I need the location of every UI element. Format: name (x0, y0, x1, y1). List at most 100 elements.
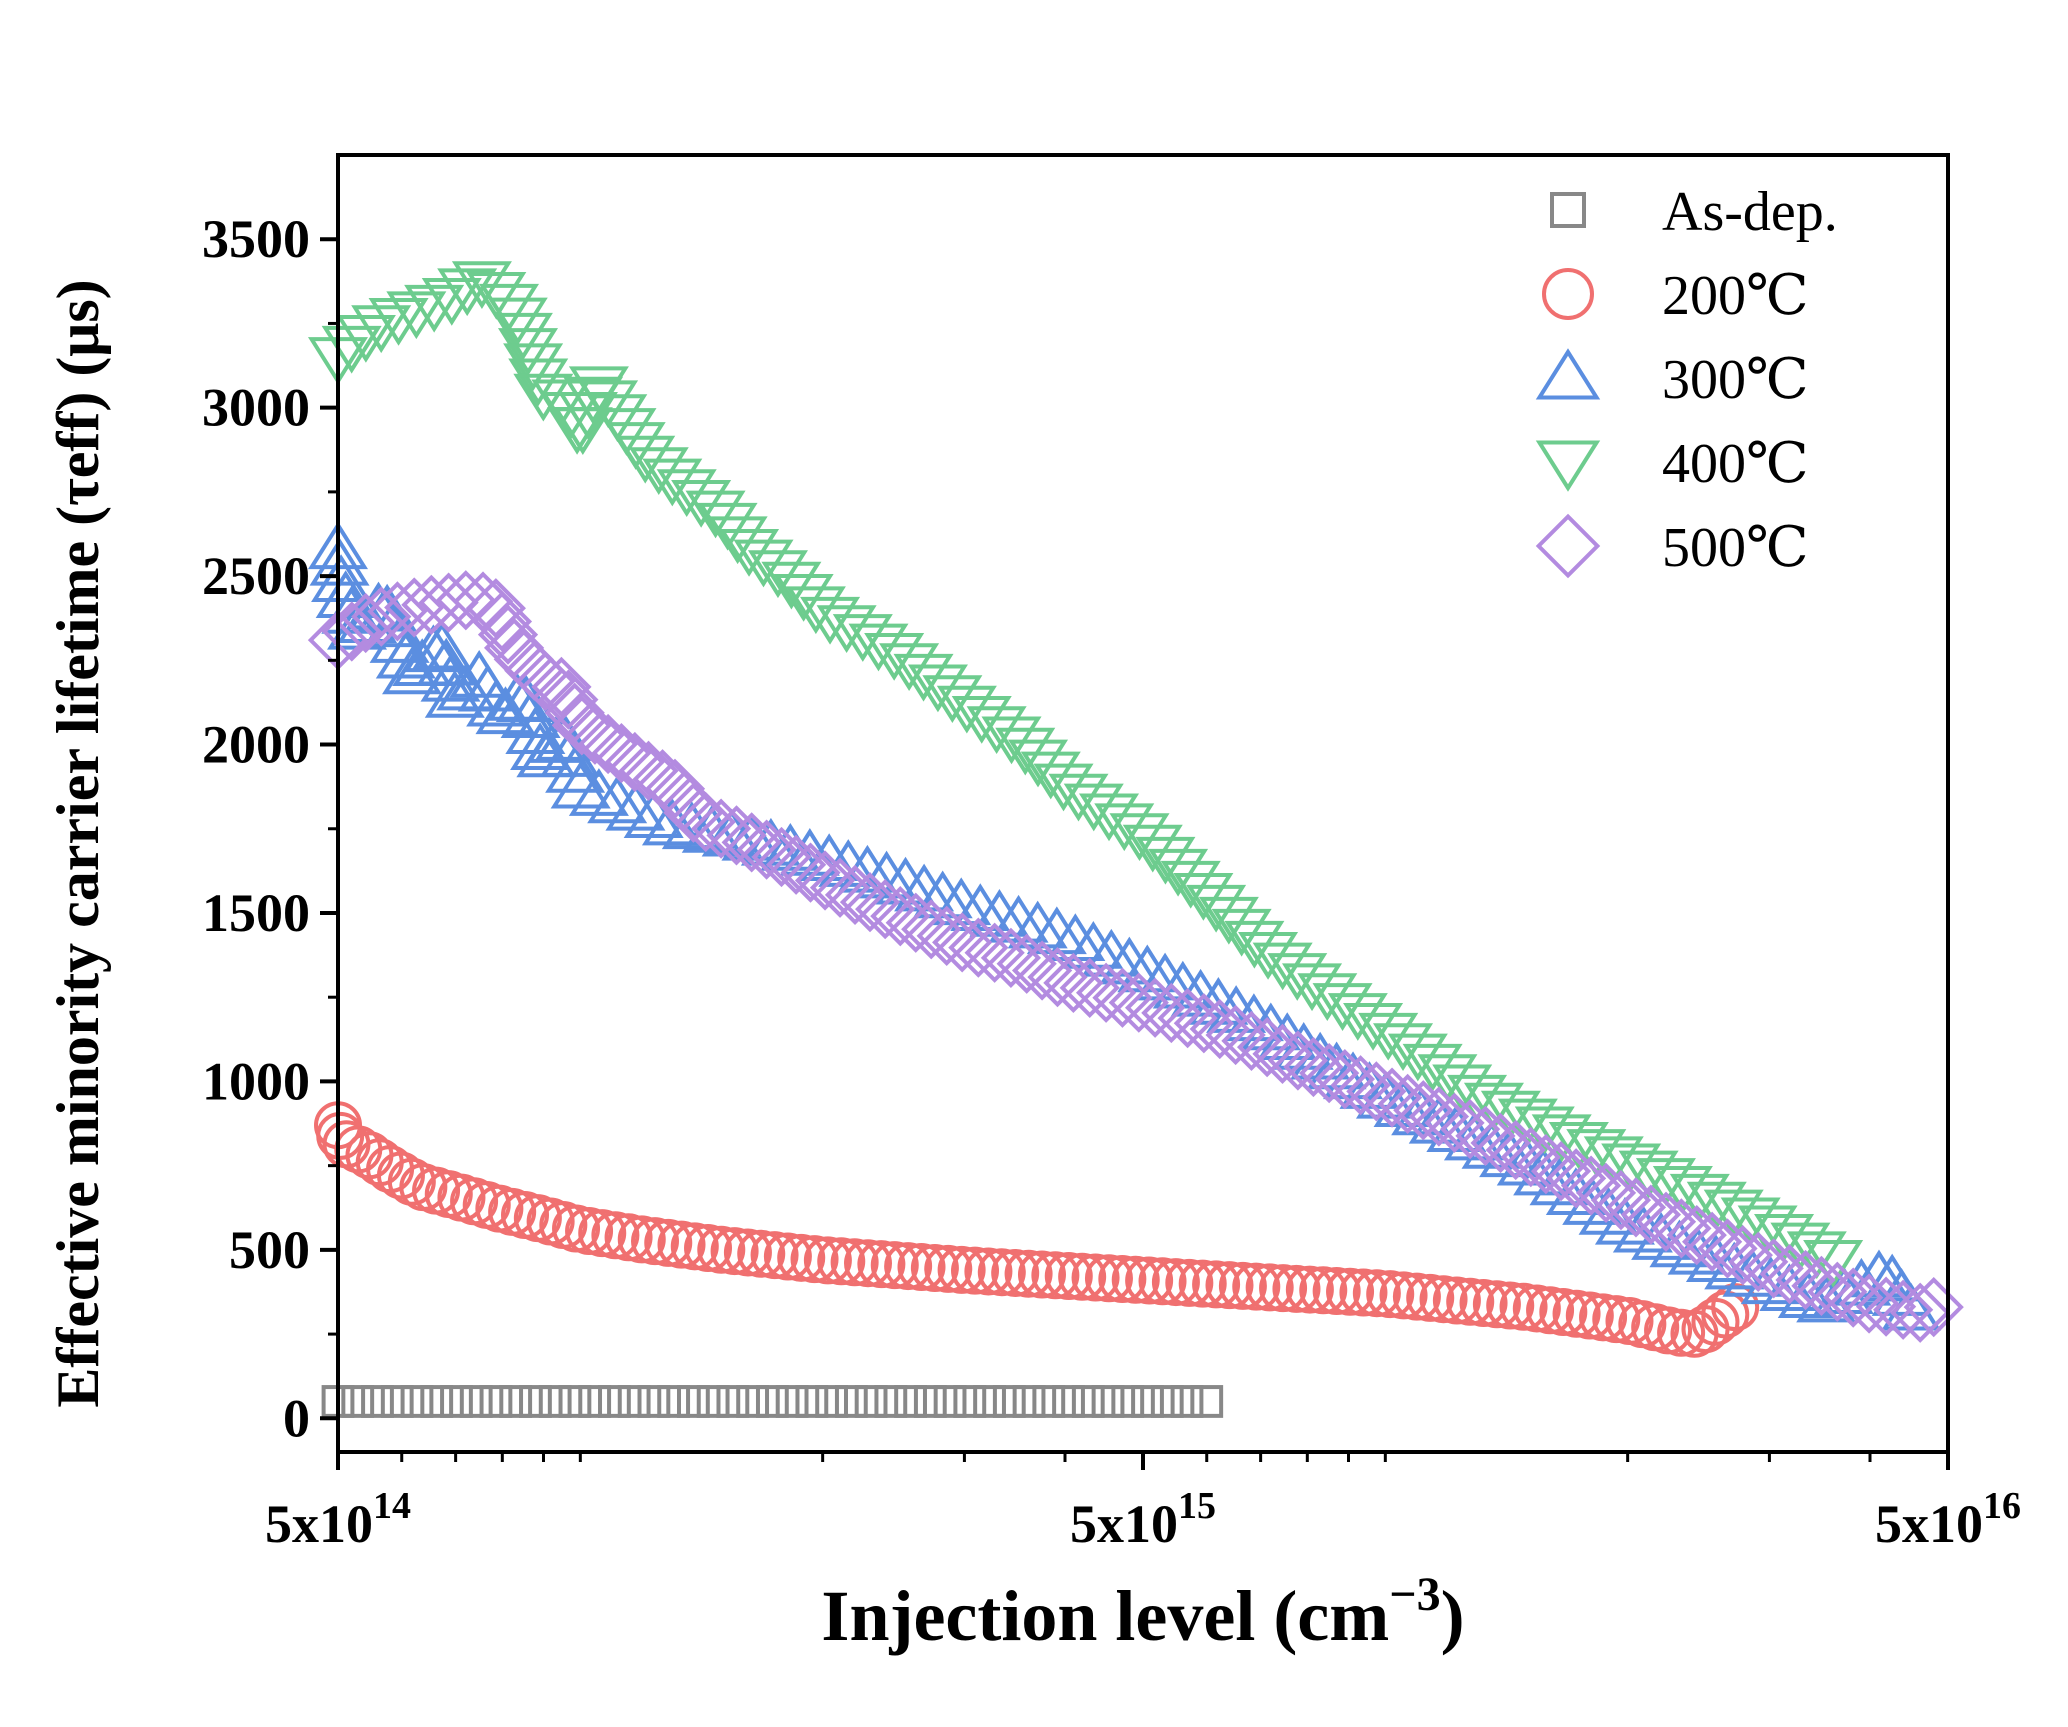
data-point (587, 775, 648, 824)
data-point (1651, 1198, 1712, 1259)
data-point (1211, 908, 1272, 957)
data-point (973, 1385, 1006, 1418)
data-point (401, 574, 462, 635)
data-point (1190, 1385, 1224, 1418)
data-point (368, 298, 429, 346)
data-point (1011, 940, 1073, 1001)
data-point (605, 782, 666, 831)
data-point (953, 1385, 987, 1418)
data-point (670, 1222, 719, 1271)
data-point (710, 1227, 759, 1276)
data-point (750, 1231, 799, 1280)
data-point (471, 591, 533, 652)
data-point (1439, 1099, 1501, 1160)
data-point (577, 713, 639, 775)
legend-item: 500℃ (1535, 513, 1809, 579)
data-point (964, 1247, 1013, 1296)
data-point (870, 1241, 919, 1290)
data-point (1459, 1279, 1508, 1328)
data-point (1463, 1082, 1524, 1131)
data-point (1855, 1276, 1917, 1337)
data-point (550, 760, 611, 809)
data-point (1044, 1251, 1093, 1300)
legend-item: 400℃ (1535, 433, 1809, 495)
y-tick-label: 2000 (202, 715, 310, 775)
x-axis-title-main: Injection level (cm (821, 1576, 1389, 1656)
data-point (1186, 884, 1247, 933)
y-tick-label: 1500 (202, 883, 310, 943)
data-point (492, 312, 553, 361)
data-point (341, 1385, 375, 1418)
data-point (545, 744, 606, 793)
data-point (894, 1385, 927, 1418)
data-point (1791, 1255, 1852, 1317)
data-point (1666, 1204, 1727, 1266)
data-point (950, 883, 1011, 932)
data-point (351, 586, 412, 647)
data-point (1470, 1112, 1531, 1174)
legend-marker (1550, 192, 1586, 228)
data-point (1823, 1267, 1884, 1328)
data-point (870, 886, 931, 947)
data-point (519, 1385, 552, 1418)
x-tick-label-base: 5x10 (1070, 1494, 1178, 1554)
data-point (1198, 896, 1259, 945)
data-point (1111, 1385, 1145, 1418)
series-layer (307, 261, 1964, 1418)
data-point (1485, 1119, 1546, 1181)
data-point (1059, 957, 1120, 1018)
data-point (1711, 1283, 1760, 1332)
data-point (1669, 1173, 1730, 1222)
data-point (1703, 1189, 1764, 1238)
data-point (400, 1385, 434, 1418)
data-point (1012, 1385, 1046, 1418)
series-1 (314, 1101, 1760, 1358)
data-point (1500, 1126, 1561, 1188)
data-point (335, 592, 396, 654)
data-point (809, 857, 871, 918)
data-point (1807, 1261, 1868, 1322)
data-point (721, 812, 782, 873)
data-point (690, 798, 752, 859)
x-tick-label-base: 5x10 (265, 1494, 373, 1554)
data-point (440, 1385, 473, 1418)
data-point (1697, 1218, 1758, 1279)
data-point (1135, 836, 1196, 885)
series-4 (307, 570, 1964, 1343)
data-point (1259, 1264, 1308, 1313)
data-point (777, 1233, 826, 1282)
data-point (1326, 1267, 1375, 1316)
data-point (844, 1239, 893, 1288)
x-tick-label-exponent: 16 (1983, 1485, 2021, 1527)
data-point (1339, 1268, 1388, 1317)
data-point (737, 1229, 786, 1278)
data-point (1579, 1293, 1628, 1342)
data-point (1111, 1255, 1160, 1304)
legend-label: 200℃ (1662, 265, 1809, 327)
data-point (1272, 1264, 1321, 1313)
data-point (591, 722, 652, 784)
data-point (384, 577, 445, 638)
data-point (1312, 1267, 1361, 1316)
data-point (1031, 1251, 1080, 1300)
data-point (1148, 848, 1209, 897)
data-point (1743, 1238, 1804, 1299)
data-point (663, 782, 724, 843)
data-point (800, 596, 861, 645)
data-point (1657, 1308, 1706, 1357)
data-point (854, 1385, 888, 1418)
data-point (657, 1220, 706, 1269)
data-point (932, 912, 993, 973)
y-tick-label: 3000 (202, 378, 310, 438)
data-point (817, 1237, 866, 1286)
legend: As-dep. 200℃ 300℃ 400℃ 500℃ (1535, 181, 1838, 579)
data-point (1890, 1282, 1951, 1343)
data-point (991, 1248, 1040, 1297)
x-axis-title: Injection level (cm−3) (821, 1568, 1464, 1656)
data-point (1575, 1162, 1637, 1223)
data-point (1446, 1277, 1495, 1326)
data-point (1803, 1239, 1864, 1288)
data-point (874, 1385, 908, 1418)
data-point (1138, 1257, 1187, 1306)
legend-marker (1542, 268, 1594, 320)
